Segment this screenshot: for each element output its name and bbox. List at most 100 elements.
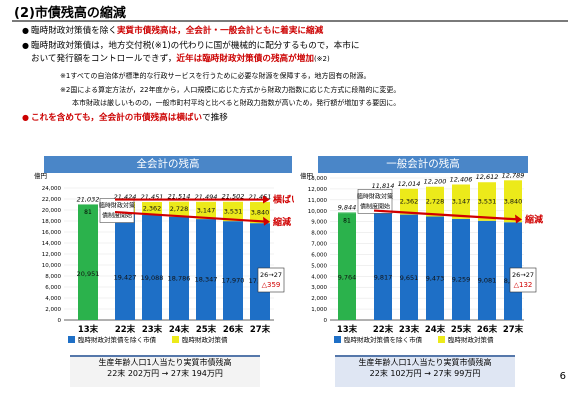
y-tick-label: 4,000	[45, 296, 61, 302]
x-tick-label: 23末	[399, 324, 420, 335]
chart-general-account: 億円 0 1,000 2,000 3,000 4,000 5,000 6,000 7,000 8,…	[300, 171, 543, 344]
y-tick-label: 13,000	[308, 176, 328, 182]
data-label-total: 12,200	[424, 178, 447, 186]
data-label-base: 17,970	[222, 276, 245, 284]
bullet-2-text: 臨時財政対策債は，地方交付税(※1)の代わりに国が機械的に配分するもので，本市に	[31, 41, 360, 51]
y-tick-label: 4,000	[311, 274, 327, 280]
y-tick-label: 16,000	[42, 230, 62, 236]
diff-value: △359	[262, 281, 281, 289]
y-tick-label: 14,000	[42, 241, 62, 247]
arrow-head-icon	[263, 216, 270, 226]
bar-base-26末	[478, 220, 496, 320]
legend-swatch-base	[334, 336, 341, 343]
bullet-1: ● 臨時財政対策債を除く実質市債残高は，全会計・一般会計ともに着実に縮減	[22, 24, 323, 38]
diff-label: 26→27	[512, 271, 534, 279]
data-label-base: 9,817	[374, 273, 393, 281]
caption-all-line1: 生産年齢人口1人当たり実質市債残高	[98, 358, 232, 367]
x-tick-label: 25末	[451, 324, 472, 335]
data-label-top: 3,147	[452, 198, 471, 206]
data-label-total: 21,451	[141, 193, 164, 201]
x-tick-label: 22末	[373, 324, 394, 335]
x-tick-label: 13末	[78, 324, 99, 335]
data-label-base: 20,951	[77, 270, 100, 278]
data-label-total: 12,789	[502, 171, 525, 179]
bar-top-25末	[196, 201, 216, 220]
legend-label-base: 臨時財政対策債を除く市債	[78, 335, 157, 344]
x-tick-label: 13末	[337, 324, 358, 335]
bar-top-27末	[250, 202, 270, 224]
data-label-top: 2,362	[143, 205, 162, 213]
bar-top-27末	[504, 180, 522, 223]
bar-base-22末	[374, 212, 392, 320]
data-label-total: 21,494	[195, 193, 218, 201]
x-tick-label: 24末	[169, 324, 190, 335]
bar-base-24末	[426, 216, 444, 320]
annotation-start-2: 債制度開始	[360, 202, 390, 210]
data-label-top: 3,840	[251, 209, 270, 217]
annotation-flat: 横ばい	[273, 194, 294, 206]
y-tick-label: 0	[58, 318, 62, 324]
caption-general-line1: 生産年齢人口1人当たり実質市債残高	[358, 358, 492, 367]
data-label-top: 81	[343, 217, 351, 224]
chart-title-general: 一般会計の残高	[318, 156, 528, 173]
bullet-dot-icon: ●	[22, 26, 29, 35]
data-label-base: 9,651	[400, 274, 419, 282]
y-tick-label: 20,000	[42, 208, 62, 214]
bar-base-13末	[78, 204, 98, 320]
data-label-base: 18,786	[168, 275, 191, 283]
y-tick-label: 9,000	[311, 220, 327, 226]
bullet-2-cont: おいて発行額をコントロールできず，近年は臨時財政対策債の残高が増加(※2)	[31, 53, 330, 66]
data-label-top: 3,147	[197, 206, 216, 214]
legend-swatch-top	[438, 336, 445, 343]
x-tick-label: 23末	[142, 324, 163, 335]
y-tick-label: 1,000	[311, 307, 327, 313]
conclusion: ● これを含めても，全会計の市債残高は横ばいで推移	[22, 111, 228, 125]
y-tick-label: 10,000	[42, 263, 62, 269]
y-tick-label: 6,000	[311, 252, 327, 258]
data-label-total: 21,451	[249, 193, 272, 201]
bullet-2: ● 臨時財政対策債は，地方交付税(※1)の代わりに国が機械的に配分するもので，本市…	[22, 39, 359, 53]
data-label-top: 3,531	[224, 207, 243, 215]
bar-top-23末	[142, 202, 162, 216]
y-tick-label: 24,000	[42, 186, 62, 192]
data-label-total: 9,844	[338, 203, 357, 211]
data-label-base: 19,427	[114, 273, 137, 281]
data-label-total: 21,424	[114, 193, 137, 201]
y-tick-label: 3,000	[311, 285, 327, 291]
annotation-reduce: 縮減	[273, 216, 291, 228]
bullet-dot-icon: ●	[22, 113, 29, 122]
annotation-reduce: 縮減	[525, 214, 543, 226]
bar-top-24末	[426, 186, 444, 217]
caption-general: 生産年齢人口1人当たり実質市債残高 22末 102万円 → 27末 99万円	[335, 355, 515, 387]
bar-top-26末	[223, 201, 243, 222]
bar-base-23末	[400, 214, 418, 320]
conclusion-emphasis: これを含めても，全会計の市債残高は横ばい	[31, 113, 203, 123]
title-rule	[12, 20, 568, 22]
legend-label-top: 臨時財政対策債	[182, 335, 228, 344]
annotation-start-1: 臨時財政対策	[357, 192, 393, 200]
bar-base-24末	[169, 216, 189, 320]
bar-base-22末	[115, 213, 135, 320]
data-label-total: 12,612	[476, 173, 499, 181]
bar-base-23末	[142, 215, 162, 320]
caption-general-line2: 22末 102万円 → 27末 99万円	[369, 369, 481, 378]
bar-top-24末	[169, 201, 189, 217]
data-label-total: 12,014	[398, 180, 421, 188]
data-label-total: 21,032	[77, 195, 100, 203]
data-label-base: 9,473	[426, 275, 445, 283]
annotation-start-2: 債制度開始	[102, 212, 132, 220]
data-label-top: 3,840	[504, 197, 523, 205]
y-tick-label: 6,000	[45, 285, 61, 291]
y-tick-label: 12,000	[308, 187, 328, 193]
annotation-start-1: 臨時財政対策	[99, 202, 135, 210]
page-number: 6	[559, 371, 566, 382]
legend-label-base: 臨時財政対策債を除く市債	[344, 335, 423, 344]
trend-arrow-reduce	[114, 210, 269, 223]
note-1: ※1すべての自治体が標準的な行政サービスを行うために必要な財源を保障する，地方固…	[60, 72, 371, 80]
y-tick-label: 8,000	[311, 231, 327, 237]
conclusion-text: で推移	[202, 113, 228, 123]
data-label-base: 19,088	[141, 274, 164, 282]
chart-title-all: 全会計の残高	[44, 156, 292, 173]
data-label-top: 2,728	[170, 205, 189, 213]
x-tick-label: 26末	[477, 324, 498, 335]
